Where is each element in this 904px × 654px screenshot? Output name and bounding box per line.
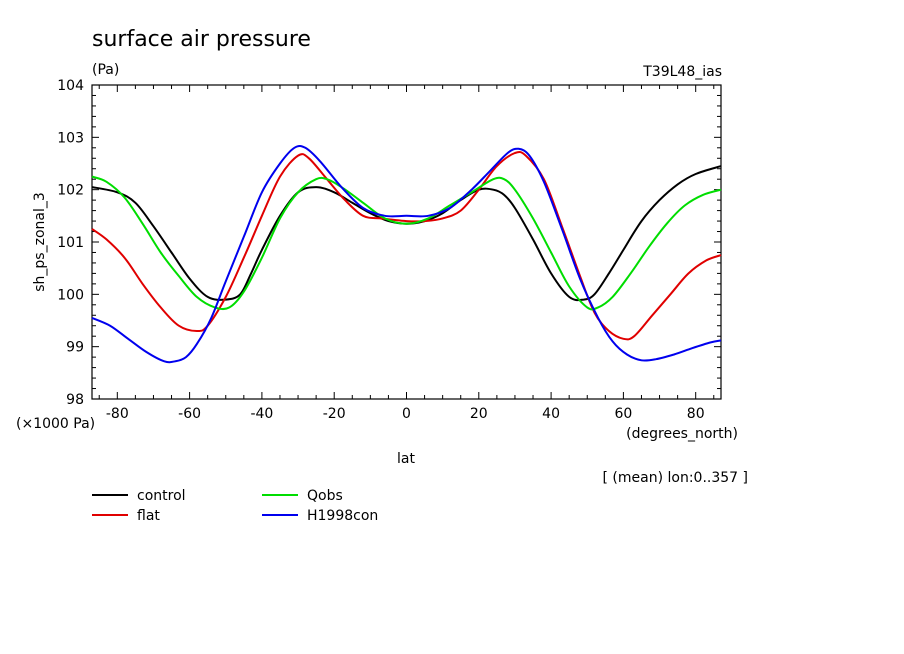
y-tick-label: 104	[57, 78, 84, 94]
legend: control flat Qobs H1998con	[92, 488, 378, 524]
legend-item-h1998con: H1998con	[262, 508, 378, 524]
legend-label-control: control	[137, 488, 186, 504]
y-tick-label: 103	[57, 130, 84, 146]
x-unit-label: (degrees_north)	[626, 426, 738, 442]
y-axis-title: sh_ps_zonal_3	[32, 192, 48, 292]
scale-label: (×1000 Pa)	[16, 416, 95, 432]
unit-label: (Pa)	[92, 62, 119, 78]
y-tick-label: 100	[57, 287, 84, 303]
series-line-h1998con	[91, 145, 722, 364]
x-axis-title: lat	[397, 451, 415, 467]
y-tick-label: 101	[57, 235, 84, 251]
y-tick-label: 98	[66, 392, 84, 408]
x-axis: -80 -60 -40 -20 0 20 40 60 80	[98, 85, 715, 422]
chart-title: surface air pressure	[92, 27, 311, 52]
series-line-qobs	[91, 175, 722, 311]
series-lines	[91, 145, 722, 364]
legend-item-qobs: Qobs	[262, 488, 343, 504]
legend-label-flat: flat	[137, 508, 160, 524]
x-tick-label: -80	[106, 406, 129, 422]
plot-frame	[91, 84, 722, 400]
x-tick-label: 80	[687, 406, 705, 422]
series-line-flat	[91, 150, 722, 341]
y-tick-label: 99	[66, 340, 84, 356]
subset-note: [ (mean) lon:0..357 ]	[603, 470, 748, 486]
x-tick-label: 60	[614, 406, 632, 422]
y-axis: 98 99 100 101 102 103 104	[57, 78, 721, 408]
run-label: T39L48_ias	[642, 64, 722, 80]
x-tick-label: 20	[470, 406, 488, 422]
legend-label-qobs: Qobs	[307, 488, 343, 504]
x-tick-label: 40	[542, 406, 560, 422]
legend-item-flat: flat	[92, 508, 160, 524]
x-tick-label: 0	[402, 406, 411, 422]
x-tick-label: -40	[250, 406, 273, 422]
x-tick-label: -60	[178, 406, 201, 422]
y-tick-label: 102	[57, 183, 84, 199]
legend-label-h1998con: H1998con	[307, 508, 378, 524]
x-tick-label: -20	[323, 406, 346, 422]
legend-item-control: control	[92, 488, 186, 504]
